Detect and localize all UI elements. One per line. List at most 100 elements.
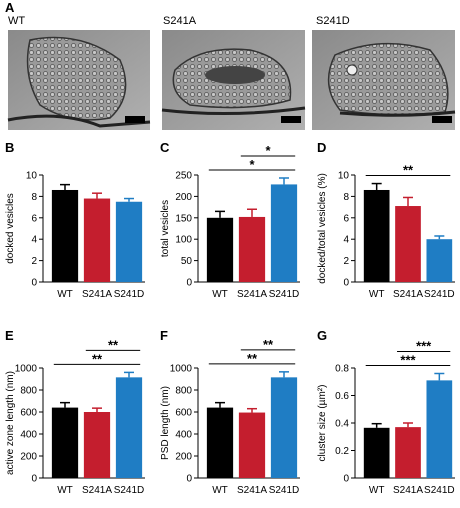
x-tick-label: WT — [57, 485, 73, 496]
y-tick-label: 200 — [175, 452, 192, 463]
bar — [238, 216, 266, 282]
bar — [270, 377, 298, 478]
y-tick-label: 0.2 — [335, 446, 349, 457]
significance-label: * — [249, 157, 255, 172]
y-tick-label: 2 — [31, 256, 37, 267]
y-tick-label: 400 — [20, 430, 37, 441]
y-tick-label: 0 — [343, 278, 349, 289]
y-tick-label: 6 — [343, 213, 349, 224]
y-tick-label: 10 — [26, 171, 38, 182]
x-tick-label: S241A — [237, 485, 267, 496]
panel-label: F — [160, 328, 168, 343]
y-tick-label: 50 — [181, 256, 193, 267]
x-tick-label: WT — [57, 289, 73, 300]
y-tick-label: 1000 — [170, 364, 193, 375]
y-tick-label: 250 — [175, 171, 192, 182]
bar — [395, 206, 421, 282]
y-axis-label: active zone length (nm) — [5, 371, 16, 475]
y-tick-label: 400 — [175, 430, 192, 441]
x-tick-label: WT — [369, 485, 385, 496]
image-label: S241D — [316, 15, 350, 27]
y-tick-label: 2 — [343, 256, 349, 267]
bar — [83, 412, 111, 478]
y-tick-label: 200 — [175, 192, 192, 203]
significance-label: *** — [416, 339, 432, 354]
panel-label: B — [5, 140, 14, 155]
x-tick-label: S241D — [269, 289, 300, 300]
image-label: WT — [8, 15, 25, 27]
y-tick-label: 0.8 — [335, 364, 349, 375]
bar — [363, 189, 390, 282]
bar — [395, 427, 421, 478]
panel-label: A — [5, 0, 15, 15]
x-tick-label: S241A — [82, 485, 112, 496]
y-tick-label: 100 — [175, 235, 192, 246]
micrograph — [7, 30, 151, 130]
y-axis-label: docked vesicles — [5, 193, 16, 264]
micrograph — [161, 30, 306, 130]
panel-label: G — [317, 328, 327, 343]
y-tick-label: 0.6 — [335, 391, 349, 402]
y-axis-label: total vesicles — [160, 200, 171, 257]
y-tick-label: 8 — [31, 192, 37, 203]
significance-label: ** — [247, 351, 258, 366]
y-tick-label: 4 — [343, 235, 349, 246]
y-tick-label: 8 — [343, 192, 349, 203]
y-tick-label: 150 — [175, 213, 192, 224]
bar — [51, 189, 79, 282]
bar — [270, 184, 298, 282]
bar — [426, 380, 453, 478]
bar — [51, 407, 79, 478]
micrograph — [312, 30, 456, 130]
y-tick-label: 4 — [31, 235, 37, 246]
y-tick-label: 600 — [175, 408, 192, 419]
x-tick-label: WT — [212, 289, 228, 300]
image-label: S241A — [163, 15, 197, 27]
panel-label: C — [160, 140, 170, 155]
y-tick-label: 0 — [31, 278, 37, 289]
y-tick-label: 0 — [343, 474, 349, 485]
bar — [115, 377, 143, 478]
y-axis-label: docked/total vesicles (%) — [317, 173, 328, 284]
x-tick-label: S241D — [269, 485, 300, 496]
y-tick-label: 1000 — [15, 364, 38, 375]
x-tick-label: S241A — [82, 289, 112, 300]
y-tick-label: 800 — [20, 386, 37, 397]
x-tick-label: S241A — [393, 289, 423, 300]
bar — [206, 217, 234, 282]
x-tick-label: S241D — [424, 289, 455, 300]
y-tick-label: 10 — [338, 171, 350, 182]
x-tick-label: S241D — [424, 485, 455, 496]
bar — [363, 427, 390, 478]
x-tick-label: S241A — [237, 289, 267, 300]
bar — [426, 239, 453, 282]
bar — [115, 201, 143, 282]
significance-label: * — [265, 143, 271, 158]
y-tick-label: 0 — [31, 474, 37, 485]
x-tick-label: S241D — [114, 289, 145, 300]
y-axis-label: PSD length (nm) — [160, 386, 171, 460]
significance-label: ** — [108, 337, 119, 352]
x-tick-label: WT — [212, 485, 228, 496]
x-tick-label: WT — [369, 289, 385, 300]
y-tick-label: 600 — [20, 408, 37, 419]
bar — [206, 407, 234, 478]
significance-label: *** — [400, 353, 416, 368]
x-tick-label: S241A — [393, 485, 423, 496]
y-tick-label: 0.4 — [335, 419, 349, 430]
panel-label: E — [5, 328, 14, 343]
y-tick-label: 800 — [175, 386, 192, 397]
significance-label: ** — [263, 337, 274, 352]
y-tick-label: 6 — [31, 213, 37, 224]
significance-label: ** — [403, 163, 414, 178]
bar — [83, 198, 111, 282]
y-tick-label: 0 — [186, 278, 192, 289]
y-tick-label: 200 — [20, 452, 37, 463]
significance-label: ** — [92, 351, 103, 366]
panel-label: D — [317, 140, 326, 155]
bar — [238, 412, 266, 478]
y-axis-label: cluster size (µm²) — [317, 385, 328, 462]
y-tick-label: 0 — [186, 474, 192, 485]
